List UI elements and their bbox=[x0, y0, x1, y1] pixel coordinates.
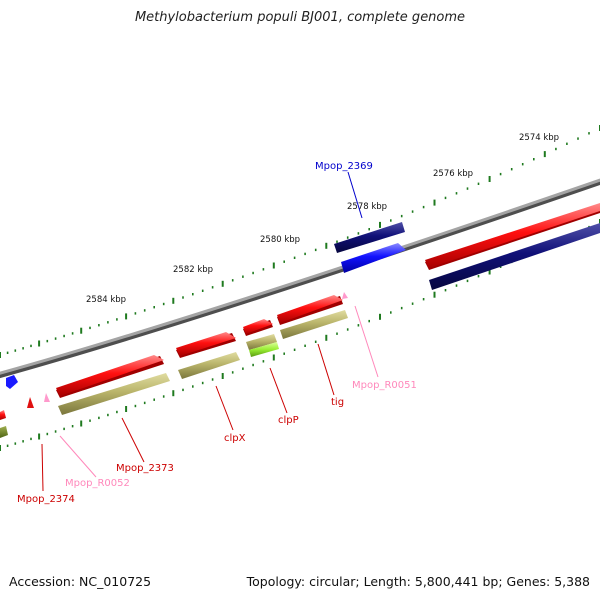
scale-labels: 2574 kbp 2576 kbp 2578 kbp 2580 kbp 2582… bbox=[86, 133, 559, 305]
cds-clpx[interactable] bbox=[176, 332, 236, 356]
leader-mpop-r0052 bbox=[59, 435, 97, 478]
genome-backbone-shadow bbox=[0, 179, 600, 379]
label-clpx[interactable]: clpX bbox=[224, 433, 246, 444]
cds-tig[interactable] bbox=[277, 295, 343, 323]
label-mpop-r0051[interactable]: Mpop_R0051 bbox=[352, 380, 417, 391]
cds-left-blue[interactable] bbox=[6, 375, 18, 389]
leader-mpop-2369 bbox=[347, 171, 363, 219]
scale-label-2578: 2578 kbp bbox=[347, 202, 387, 212]
gene-left-edge[interactable] bbox=[0, 426, 8, 438]
gene-mpop-2369[interactable] bbox=[334, 222, 405, 253]
scale-label-2576: 2576 kbp bbox=[433, 169, 473, 179]
leader-mpop-2373 bbox=[121, 417, 145, 463]
label-mpop-2369[interactable]: Mpop_2369 bbox=[315, 161, 373, 172]
rrna-feature[interactable] bbox=[249, 342, 279, 357]
label-clpp[interactable]: clpP bbox=[278, 415, 299, 426]
cds-mpop-2373[interactable] bbox=[56, 355, 164, 396]
gene-mpop-2373[interactable] bbox=[58, 373, 170, 415]
gene-right-1[interactable] bbox=[429, 223, 600, 290]
scale-ticks-outer bbox=[0, 125, 600, 358]
scale-label-2574: 2574 kbp bbox=[519, 133, 559, 143]
label-mpop-2373[interactable]: Mpop_2373 bbox=[116, 463, 174, 474]
label-mpop-2374[interactable]: Mpop_2374 bbox=[17, 494, 75, 505]
gene-clpp[interactable] bbox=[246, 334, 277, 350]
label-leaders bbox=[41, 171, 379, 492]
genome-backbone bbox=[0, 178, 600, 375]
cds-mpop-2374[interactable] bbox=[27, 397, 34, 408]
cds-mpop-2369[interactable] bbox=[341, 243, 406, 273]
label-tig[interactable]: tig bbox=[331, 397, 344, 408]
leader-clpx bbox=[215, 385, 234, 431]
cds-left-edge[interactable] bbox=[0, 410, 6, 420]
scale-label-2584: 2584 kbp bbox=[86, 295, 126, 305]
trna-mpop-r0052[interactable] bbox=[44, 393, 50, 402]
forward-cds-track bbox=[0, 203, 600, 420]
scale-label-2582: 2582 kbp bbox=[173, 265, 213, 275]
leader-tig bbox=[317, 343, 335, 396]
cds-right-1[interactable] bbox=[425, 203, 600, 268]
scale-label-2580: 2580 kbp bbox=[260, 235, 300, 245]
leader-mpop-2374 bbox=[41, 443, 44, 492]
accession-text: Accession: NC_010725 bbox=[9, 574, 152, 589]
map-title: Methylobacterium populi BJ001, complete … bbox=[134, 10, 466, 25]
cds-clpp[interactable] bbox=[243, 319, 273, 334]
leader-mpop-r0051 bbox=[354, 305, 379, 378]
forward-gene-track bbox=[0, 310, 348, 438]
feature-labels: Mpop_2369 Mpop_R0051 tig clpP clpX Mpop_… bbox=[17, 161, 417, 505]
genome-summary-text: Topology: circular; Length: 5,800,441 bp… bbox=[246, 574, 590, 589]
gene-clpx[interactable] bbox=[178, 352, 240, 379]
reverse-strand-track bbox=[6, 222, 600, 389]
leader-clpp bbox=[269, 367, 288, 414]
trna-mpop-r0051[interactable] bbox=[342, 292, 348, 299]
gene-tig[interactable] bbox=[280, 310, 348, 339]
label-mpop-r0052[interactable]: Mpop_R0052 bbox=[65, 478, 130, 489]
